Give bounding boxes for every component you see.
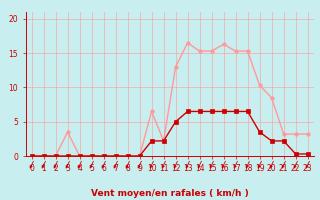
Text: Vent moyen/en rafales ( km/h ): Vent moyen/en rafales ( km/h ) <box>91 189 248 198</box>
